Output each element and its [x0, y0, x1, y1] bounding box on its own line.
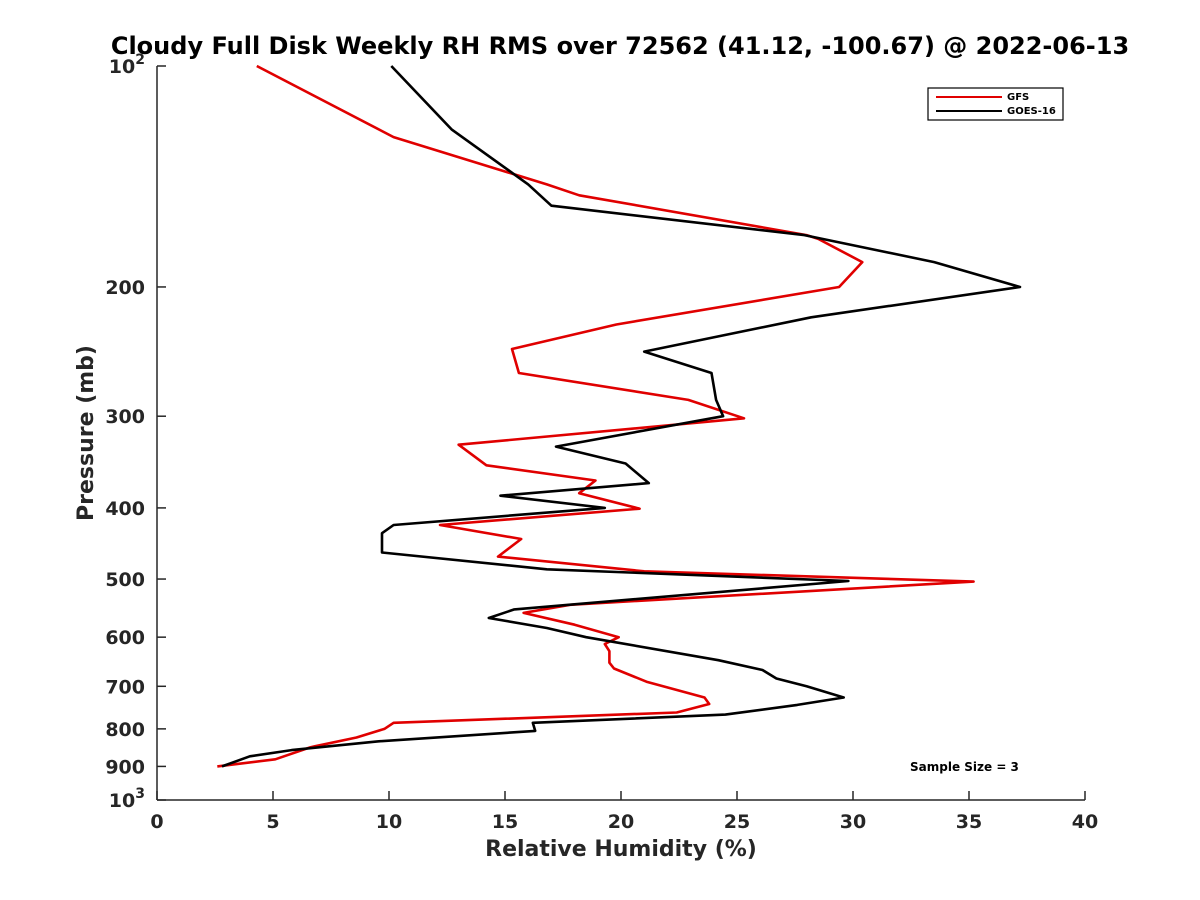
sample-size-annotation: Sample Size = 3: [910, 760, 1019, 774]
legend-label-goes-16: GOES-16: [1007, 106, 1056, 117]
y-tick-label-base: 700: [105, 676, 145, 698]
y-tick-label: 700: [105, 676, 145, 698]
series-group: [217, 64, 1022, 768]
chart-title: Cloudy Full Disk Weekly RH RMS over 7256…: [111, 32, 1129, 60]
y-tick-label-base: 500: [105, 569, 145, 591]
y-tick-label-base: 300: [105, 406, 145, 428]
y-tick-label: 200: [105, 277, 145, 299]
x-tick-label: 25: [724, 811, 750, 833]
y-tick-label: 600: [105, 627, 145, 649]
legend: GFS GOES-16: [927, 87, 1064, 121]
y-tick-label: 102: [109, 52, 145, 78]
y-tick-label-base: 400: [105, 498, 145, 520]
x-tick-label: 0: [150, 811, 163, 833]
y-tick-label-base: 800: [105, 719, 145, 741]
legend-box: [927, 87, 1064, 121]
x-tick-label: 40: [1072, 811, 1098, 833]
y-tick-label-base: 200: [105, 277, 145, 299]
y-tick-label: 300: [105, 406, 145, 428]
y-tick-label: 103: [109, 786, 145, 812]
y-axis-label: Pressure (mb): [74, 345, 99, 521]
x-tick-label: 15: [492, 811, 518, 833]
y-tick-label-exponent: 2: [135, 52, 145, 68]
y-tick-label-base: 900: [105, 756, 145, 778]
y-tick-label: 400: [105, 498, 145, 520]
x-axis-label: Relative Humidity (%): [485, 837, 757, 862]
y-tick-label-base: 10: [109, 790, 135, 812]
y-tick-label-exponent: 3: [135, 786, 145, 802]
y-tick-label-base: 10: [109, 56, 135, 78]
x-ticks: 0 5 10 15 20 25 30 35 40: [150, 791, 1098, 833]
y-tick-label-base: 600: [105, 627, 145, 649]
x-tick-label: 5: [266, 811, 279, 833]
y-tick-label: 900: [105, 756, 145, 778]
x-tick-label: 10: [376, 811, 402, 833]
y-tick-label: 800: [105, 719, 145, 741]
x-tick-label: 20: [608, 811, 634, 833]
x-tick-label: 35: [956, 811, 982, 833]
axes: [156, 66, 1085, 801]
x-tick-label: 30: [840, 811, 866, 833]
y-tick-label: 500: [105, 569, 145, 591]
series-line-gfs: [217, 64, 975, 768]
legend-label-gfs: GFS: [1007, 92, 1029, 103]
series-line-goes-16: [221, 65, 1022, 768]
